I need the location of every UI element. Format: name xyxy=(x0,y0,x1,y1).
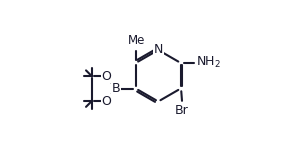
Text: Me: Me xyxy=(128,34,145,47)
Text: B: B xyxy=(112,82,120,95)
Text: Br: Br xyxy=(175,104,189,117)
Text: O: O xyxy=(102,70,111,83)
Text: O: O xyxy=(102,95,111,108)
Text: NH$_2$: NH$_2$ xyxy=(196,55,221,70)
Text: N: N xyxy=(154,44,163,56)
